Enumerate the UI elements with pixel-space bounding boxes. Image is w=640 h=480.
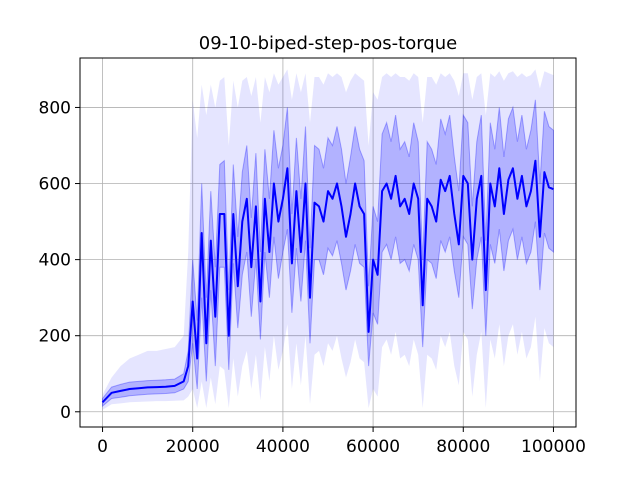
mean-line-layer xyxy=(101,159,554,403)
x-tick-label: 80000 xyxy=(436,437,490,457)
grid-layer xyxy=(80,58,576,427)
y-tick-label: 200 xyxy=(39,327,71,347)
inner-band xyxy=(102,99,554,408)
mean-line xyxy=(101,159,554,403)
outer-band xyxy=(102,69,554,410)
axes-frame xyxy=(79,57,577,428)
y-tick-label: 0 xyxy=(60,403,71,423)
y-tick-label: 800 xyxy=(39,98,71,118)
x-tick-label: 100000 xyxy=(521,437,586,457)
outer-band-layer xyxy=(102,69,554,410)
y-tick-label: 400 xyxy=(39,251,71,271)
x-tick-label: 40000 xyxy=(256,437,310,457)
inner-band-layer xyxy=(102,99,554,408)
chart-title: 09-10-biped-step-pos-torque xyxy=(199,33,457,54)
tick-layer: 0 20000 40000 60000 80000 100000 0 200 400 600 800 xyxy=(39,98,586,457)
x-tick-label: 60000 xyxy=(346,437,400,457)
x-tick-label: 0 xyxy=(97,437,108,457)
y-tick-label: 600 xyxy=(39,175,71,195)
x-tick-label: 20000 xyxy=(166,437,220,457)
